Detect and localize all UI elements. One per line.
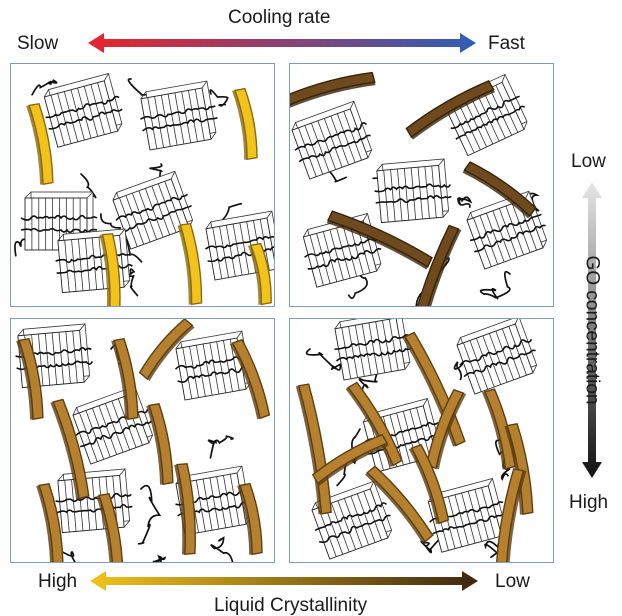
polymer-chain	[31, 79, 58, 96]
go-sheet	[290, 71, 376, 109]
go-concentration-title: GO concentration	[581, 255, 603, 405]
cooling-rate-title: Cooling rate	[228, 7, 331, 28]
go-sheet	[311, 433, 389, 486]
go-sheet	[410, 224, 462, 306]
lc-high-label: High	[38, 571, 78, 592]
polymer-chain	[210, 536, 234, 562]
go-sheet	[295, 383, 332, 515]
go-sheet	[16, 337, 44, 421]
panel-fast-low-go	[289, 63, 554, 307]
lc-low-label: Low	[495, 571, 530, 592]
go-sheet	[36, 482, 64, 562]
polymer-chain	[127, 268, 139, 297]
go-sheet	[50, 398, 90, 500]
lamellar-crystal	[55, 228, 133, 294]
go-sheet	[326, 210, 433, 270]
go-sheet	[232, 87, 258, 161]
go-sheet	[408, 443, 450, 525]
lamellar-crystal	[427, 478, 507, 553]
go-sheet	[504, 423, 534, 516]
go-sheet	[462, 161, 537, 219]
polymer-chain	[207, 435, 234, 459]
polymer-chain	[479, 270, 511, 300]
panel-fast-high-go	[289, 318, 554, 563]
go-sheet	[247, 242, 272, 306]
lamellar-crystal	[311, 480, 393, 560]
polymer-chain	[336, 428, 361, 487]
go-sheet	[111, 337, 139, 421]
lamellar-crystal	[466, 190, 548, 270]
polymer-chain	[152, 554, 166, 562]
go-sheet	[364, 465, 434, 544]
polymer-chain	[305, 348, 344, 371]
panel-slow-low-go	[10, 63, 275, 307]
lamellar-crystal	[140, 80, 218, 151]
go-sheet	[481, 388, 516, 470]
lamellar-crystal	[112, 170, 194, 250]
liquid-crystallinity-title: Liquid Crystallinity	[214, 595, 368, 616]
go-high-label: High	[569, 492, 609, 513]
go-sheet	[146, 402, 174, 486]
lamellar-crystal	[374, 158, 452, 224]
lamellar-crystal	[291, 100, 373, 180]
polymer-chain	[209, 89, 229, 107]
go-low-label: Low	[571, 151, 606, 172]
polymer-chain	[137, 484, 162, 545]
go-sheet	[174, 462, 196, 556]
go-sheet	[229, 338, 271, 420]
fast-label: Fast	[488, 33, 525, 54]
go-sheet	[425, 388, 467, 470]
lamellar-crystal	[43, 73, 123, 148]
slow-label: Slow	[17, 33, 59, 54]
go-sheet	[96, 492, 124, 562]
go-sheet	[138, 319, 195, 381]
lamellar-crystal	[334, 319, 412, 381]
go-sheet	[405, 80, 496, 140]
panel-slow-high-go	[10, 318, 275, 563]
go-sheet	[26, 102, 54, 186]
polymer-chain	[457, 196, 473, 208]
go-sheet	[495, 468, 527, 562]
lamellar-crystal	[456, 319, 538, 395]
go-sheet	[177, 222, 203, 306]
go-sheet	[99, 232, 121, 306]
lamellar-crystal	[55, 468, 133, 534]
go-sheet	[237, 482, 263, 556]
go-sheet	[345, 381, 403, 467]
